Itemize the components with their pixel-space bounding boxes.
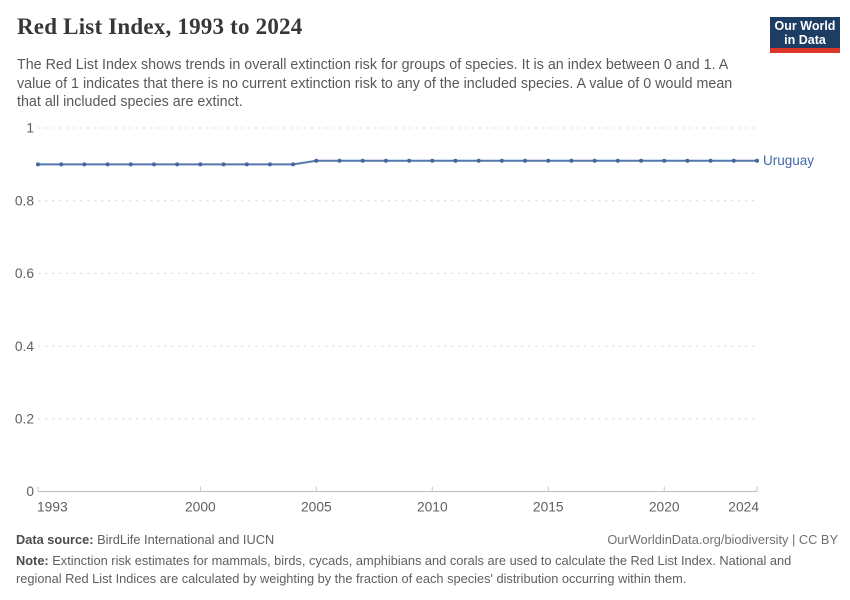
- data-point: [244, 162, 249, 167]
- data-point: [128, 162, 133, 167]
- y-tick-label: 0.4: [15, 339, 35, 354]
- y-gridlines: [38, 127, 757, 420]
- data-point: [105, 162, 110, 167]
- data-point: [708, 158, 713, 163]
- y-tick-label: 1: [26, 121, 34, 136]
- data-point: [291, 162, 296, 167]
- data-point: [615, 158, 620, 163]
- x-axis: 1993 2000 2005 2010 2015 2020 2024: [37, 486, 759, 515]
- chart-subtitle: The Red List Index shows trends in overa…: [17, 57, 733, 111]
- data-point: [476, 158, 481, 163]
- data-point: [383, 158, 388, 163]
- data-point: [151, 162, 156, 167]
- data-point: [82, 162, 87, 167]
- data-points: [36, 158, 759, 167]
- owid-logo-red-bar: [770, 48, 840, 53]
- data-point: [685, 158, 690, 163]
- x-tick-label: 2015: [533, 500, 564, 515]
- x-tick-label: 2000: [185, 500, 216, 515]
- data-point: [267, 162, 272, 167]
- line-chart[interactable]: 0 0.2 0.4 0.6 0.8 1 1993 2000 2005 2010 2015 2020 20…: [0, 112, 850, 522]
- data-point: [430, 158, 435, 163]
- data-line: [38, 159, 757, 166]
- data-point: [407, 158, 412, 163]
- data-point: [221, 162, 226, 167]
- attribution-link[interactable]: OurWorldinData.org/biodiversity | CC BY: [607, 532, 838, 547]
- data-point: [499, 158, 504, 163]
- y-tick-label: 0.6: [15, 266, 35, 281]
- data-point: [731, 158, 736, 163]
- y-tick-label: 0.8: [15, 193, 35, 208]
- data-point: [546, 158, 551, 163]
- data-point: [59, 162, 64, 167]
- data-point: [592, 158, 597, 163]
- x-tick-label: 2010: [417, 500, 448, 515]
- entity-label: Uruguay: [763, 153, 814, 168]
- x-tick-label: 2005: [301, 500, 332, 515]
- data-source-line: Data source: BirdLife International and …: [16, 532, 274, 547]
- x-tick-label: 2020: [649, 500, 680, 515]
- note-text: Extinction risk estimates for mammals, b…: [16, 553, 792, 586]
- data-source-value: BirdLife International and IUCN: [97, 532, 275, 547]
- data-point: [36, 162, 40, 167]
- y-tick-label: 0.2: [15, 412, 34, 427]
- data-point: [337, 158, 342, 163]
- line-chart-plot[interactable]: 0 0.2 0.4 0.6 0.8 1 1993 2000 2005 2010 2015 2020 20…: [0, 112, 850, 522]
- data-source-label: Data source:: [16, 532, 94, 547]
- owid-logo-text: Our World in Data: [770, 17, 840, 48]
- data-point: [662, 158, 667, 163]
- data-point: [755, 158, 759, 163]
- data-point: [175, 162, 180, 167]
- x-tick-label: 1993: [37, 500, 68, 515]
- x-tick-label: 2024: [728, 500, 759, 515]
- footer-sources-row: Data source: BirdLife International and …: [16, 532, 838, 547]
- y-axis-labels: 0 0.2 0.4 0.6 0.8 1: [15, 121, 35, 500]
- owid-logo[interactable]: Our World in Data: [770, 17, 840, 53]
- y-tick-label: 0: [26, 484, 34, 499]
- owid-logo-line1: Our World: [774, 19, 836, 33]
- data-point: [453, 158, 458, 163]
- owid-logo-line2: in Data: [784, 33, 826, 47]
- data-point: [569, 158, 574, 163]
- data-point: [198, 162, 203, 167]
- data-point: [523, 158, 528, 163]
- data-point: [360, 158, 365, 163]
- footer-note: Note: Extinction risk estimates for mamm…: [16, 552, 838, 588]
- data-point: [314, 158, 319, 163]
- note-label: Note:: [16, 553, 49, 568]
- page-title: Red List Index, 1993 to 2024: [17, 14, 303, 39]
- data-point: [639, 158, 644, 163]
